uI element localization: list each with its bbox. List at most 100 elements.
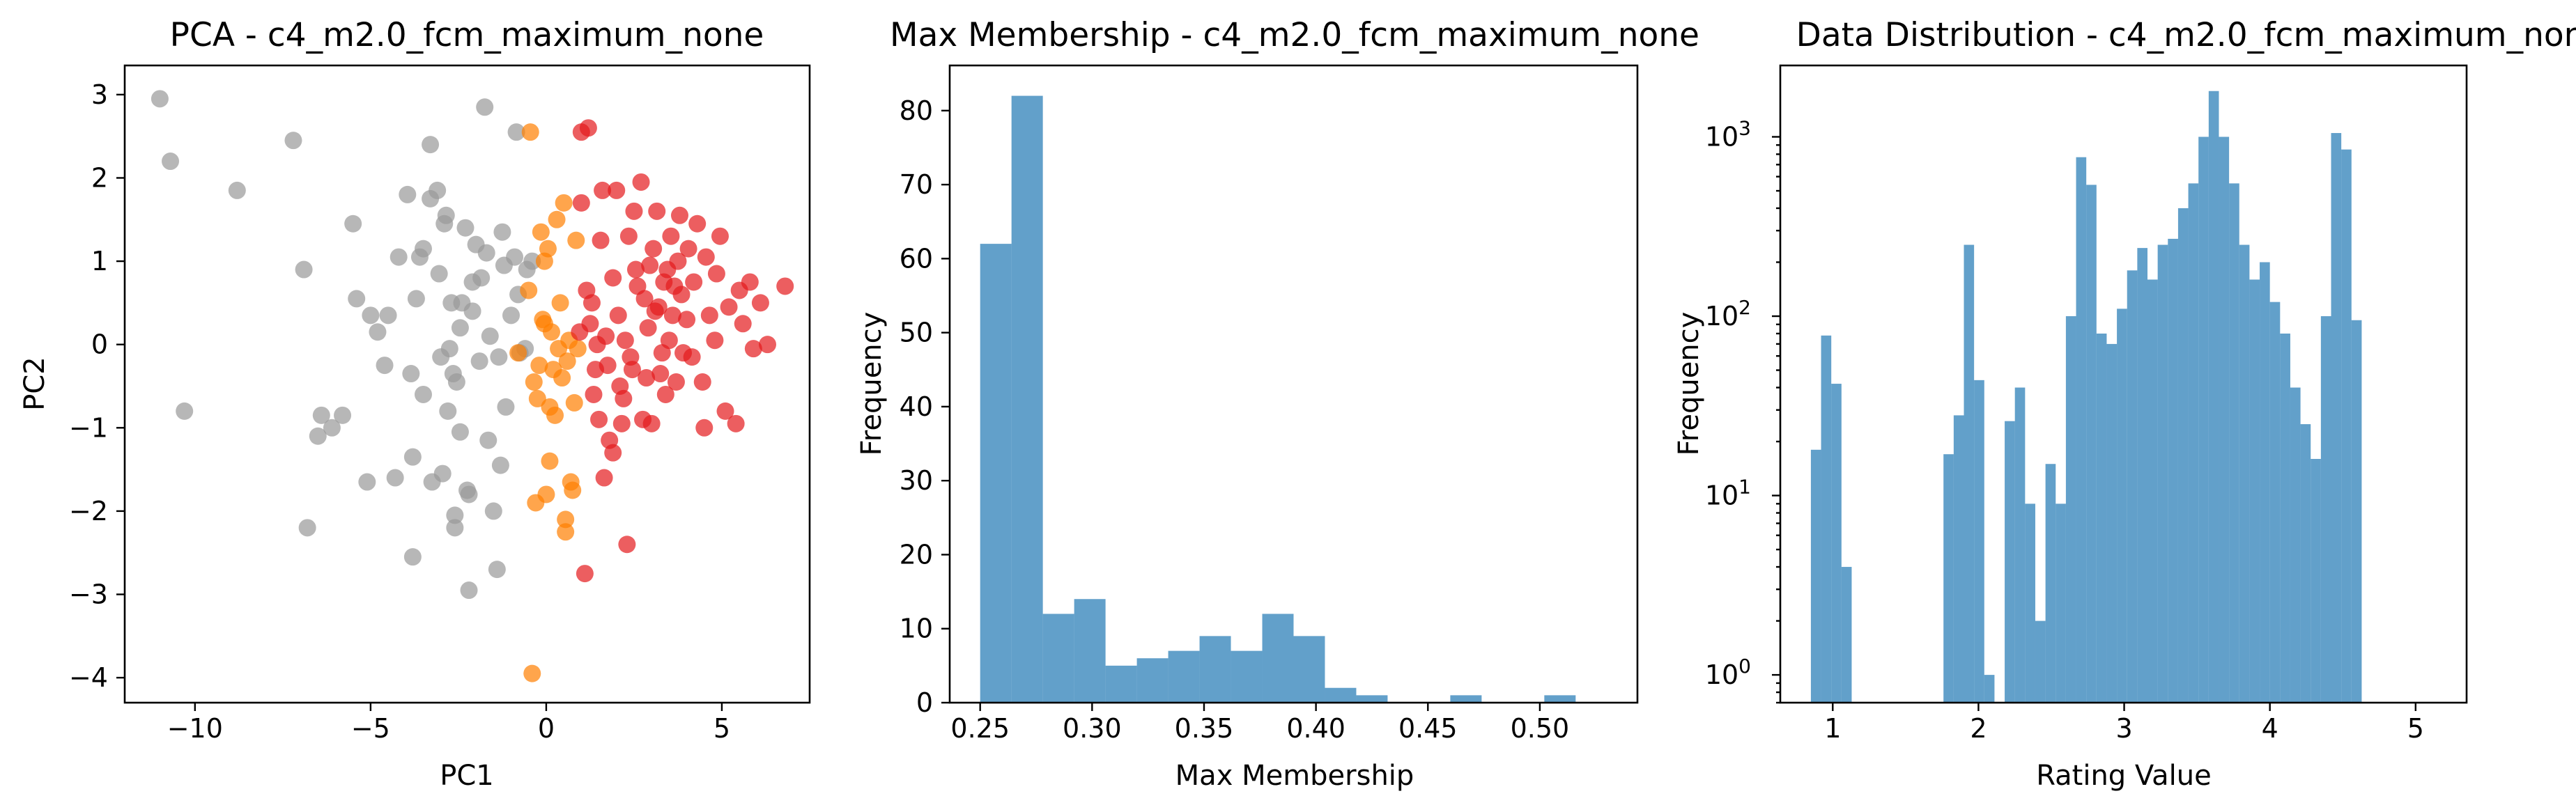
histogram-bar [2341, 149, 2352, 703]
scatter-point [741, 273, 759, 291]
histogram-bar [1105, 665, 1137, 703]
rating-distribution-panel: Data Distribution - c4_m2.0_fcm_maximum_… [1673, 16, 2576, 792]
scatter-point [759, 336, 777, 354]
scatter-point [557, 523, 575, 541]
scatter-point [497, 398, 515, 416]
histogram-bar [1011, 95, 1043, 703]
scatter-point [437, 206, 455, 224]
scatter-point [651, 365, 670, 383]
histogram-bar [1943, 454, 1954, 703]
rating-histogram-bars [1810, 91, 2362, 703]
scatter-point [541, 452, 559, 470]
rating-chart-title: Data Distribution - c4_m2.0_fcm_maximum_… [1796, 16, 2576, 54]
scatter-point [403, 448, 422, 466]
histogram-bar [2086, 185, 2097, 703]
scatter-point [693, 373, 711, 391]
scatter-point [490, 348, 508, 366]
histogram-bar [2127, 270, 2138, 703]
scatter-point [612, 414, 631, 432]
scatter-point [685, 273, 703, 291]
histogram-bar [1964, 244, 1975, 703]
rating-y-tick-label: 101 [1705, 476, 1751, 511]
scatter-point [618, 536, 636, 554]
histogram-bar [2208, 91, 2219, 703]
scatter-point [523, 664, 541, 682]
scatter-point [656, 385, 674, 403]
scatter-point [162, 153, 180, 171]
scatter-point [619, 227, 638, 245]
scatter-point [323, 419, 341, 437]
scatter-point [344, 214, 362, 233]
rating-x-tick-label: 5 [2407, 713, 2424, 744]
scatter-point [683, 348, 701, 366]
scatter-point [479, 431, 498, 449]
scatter-point [751, 294, 769, 312]
scatter-point [414, 240, 432, 258]
histogram-bar [2269, 302, 2281, 703]
pca-x-tick-label: −5 [351, 713, 390, 744]
membership-y-tick-label: 0 [916, 687, 933, 718]
scatter-point [523, 252, 541, 270]
histogram-bar [2117, 309, 2127, 703]
scatter-point [576, 565, 594, 583]
scatter-point [711, 227, 729, 245]
scatter-point [399, 185, 417, 203]
histogram-bar [1325, 687, 1357, 703]
scatter-point [502, 306, 520, 325]
scatter-point [362, 306, 380, 325]
histogram-bar [1262, 614, 1294, 703]
histogram-bar [1953, 415, 1964, 703]
membership-x-tick-label: 0.25 [950, 713, 1010, 744]
scatter-point [379, 306, 397, 325]
scatter-point [604, 444, 622, 462]
scatter-point [665, 277, 684, 295]
histogram-bar [2035, 620, 2046, 703]
scatter-point [390, 248, 408, 266]
scatter-point [358, 473, 376, 491]
scatter-point [572, 194, 590, 212]
pca-y-tick-label: −4 [69, 662, 108, 693]
scatter-point [595, 469, 613, 487]
scatter-point [440, 340, 458, 358]
scatter-point [727, 414, 745, 432]
histogram-bar [2147, 279, 2158, 703]
scatter-point [688, 214, 707, 233]
histogram-bar [1831, 384, 1842, 703]
pca-scatter-points [151, 90, 794, 682]
scatter-point [632, 173, 650, 191]
rating-y-axis-label: Frequency [1673, 312, 1705, 456]
scatter-point [604, 269, 622, 287]
rating-x-tick-label: 2 [1970, 713, 1987, 744]
membership-histogram-bars [980, 95, 1576, 703]
membership-chart-title: Max Membership - c4_m2.0_fcm_maximum_non… [890, 16, 1699, 54]
scatter-point [528, 389, 546, 407]
histogram-bar [2065, 316, 2076, 703]
scatter-point [660, 331, 678, 350]
membership-plot-frame [948, 64, 1639, 704]
scatter-point [625, 202, 643, 220]
scatter-point [776, 277, 794, 295]
membership-histogram-panel: Max Membership - c4_m2.0_fcm_maximum_non… [856, 16, 1699, 792]
scatter-point [403, 548, 422, 566]
histogram-bar [1074, 599, 1106, 703]
scatter-point [481, 327, 499, 345]
scatter-point [509, 344, 527, 362]
histogram-bar [2025, 503, 2035, 703]
histogram-bar [2311, 458, 2321, 703]
scatter-point [488, 561, 506, 579]
scatter-point [151, 90, 169, 108]
scatter-point [446, 506, 464, 524]
scatter-point [646, 302, 664, 320]
histogram-bar [1136, 658, 1169, 703]
histogram-bar [2137, 248, 2148, 703]
pca-y-tick-label: −3 [69, 579, 108, 610]
pca-plot-frame [123, 64, 811, 704]
pca-x-tick-label: −10 [167, 713, 223, 744]
histogram-bar [2168, 238, 2178, 703]
histogram-bar [1841, 567, 1852, 703]
scatter-point [530, 357, 548, 375]
scatter-point [506, 248, 524, 266]
pca-y-tick-label: −1 [69, 412, 108, 443]
pca-y-tick-label: 0 [91, 329, 108, 360]
pca-x-ticks: −10 −5 0 5 [167, 703, 730, 744]
